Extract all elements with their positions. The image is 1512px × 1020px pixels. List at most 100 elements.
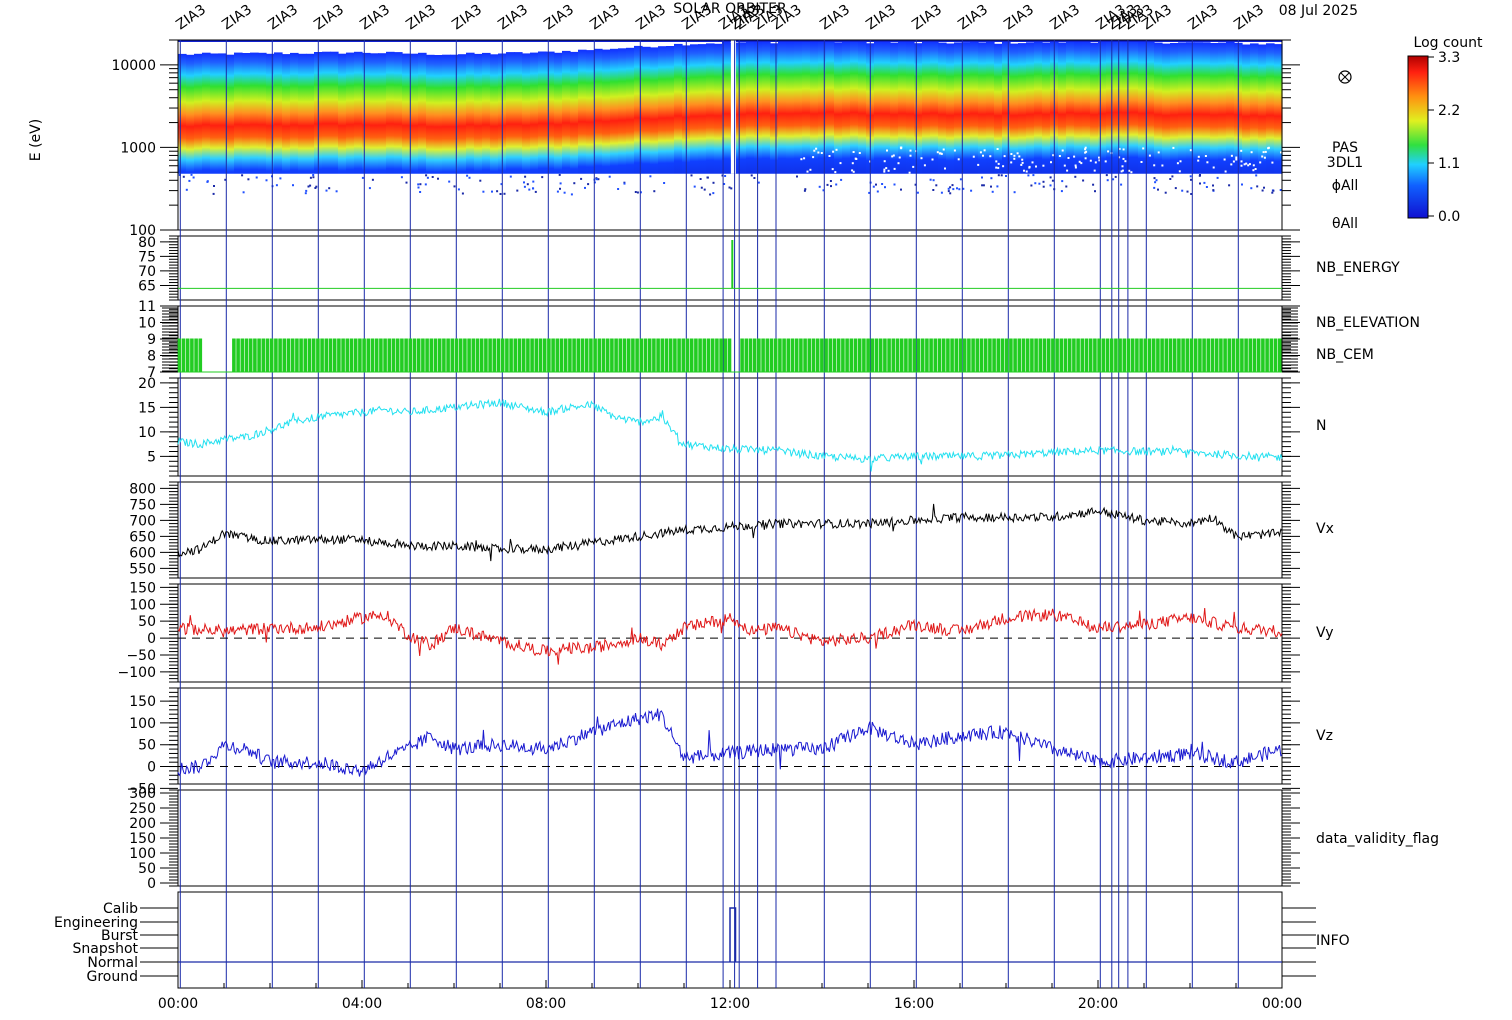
spectrogram-gap-dot: [852, 151, 855, 153]
spectrogram-gap-dot: [831, 168, 834, 171]
y-tick-label: 10: [138, 425, 156, 441]
y-tick-label: 65: [138, 278, 156, 294]
y-tick-label: 150: [129, 831, 156, 847]
spectrogram-count-dot: [830, 185, 832, 188]
spectrogram-gap-dot: [938, 152, 941, 155]
spectrogram-count-dot: [468, 176, 471, 179]
spectrogram-count-dot: [528, 188, 531, 191]
spectrogram-column: [554, 52, 563, 203]
direction-symbol-icon: [1340, 72, 1350, 82]
spectrogram-column: [226, 54, 235, 205]
spectrogram-gap-dot: [944, 167, 946, 170]
spectrogram-gap-dot: [1098, 156, 1100, 159]
spectrogram-count-dot: [693, 185, 696, 188]
spectrogram-count-dot: [417, 186, 420, 189]
spectrogram-gap-dot: [854, 157, 857, 160]
spectrogram-count-dot: [893, 183, 896, 186]
spectrogram-gap-dot: [803, 157, 806, 160]
spectrogram-column: [346, 52, 355, 203]
spectrogram-count-dot: [996, 185, 999, 188]
spectrogram-column: [258, 52, 267, 203]
spectrogram-count-dot: [587, 183, 590, 186]
spectrogram-column: [1162, 43, 1171, 194]
spectrogram-column: [242, 53, 251, 203]
spectrogram-gap-dot: [1223, 158, 1226, 161]
spectrogram-name-label: θAll: [1332, 216, 1358, 232]
spectrogram-count-dot: [990, 177, 993, 180]
spectrogram-count-dot: [940, 191, 943, 194]
spectrogram-gap-dot: [1189, 149, 1192, 152]
spectrogram-gap-dot: [1122, 148, 1125, 151]
series-label-vy: Vy: [1316, 625, 1334, 641]
spectrogram-count-dot: [491, 190, 493, 193]
spectrogram-column: [562, 50, 571, 201]
series-label-nb-cem: NB_CEM: [1316, 347, 1374, 363]
spectrogram-count-dot: [461, 192, 464, 195]
spectrogram-column: [266, 53, 275, 204]
spectrogram-count-dot: [1157, 188, 1159, 191]
spectrogram-gap-dot: [908, 171, 911, 174]
spectrogram-gap-dot: [1073, 155, 1076, 158]
spectrogram-count-dot: [991, 190, 994, 193]
spectrogram-column: [210, 53, 219, 204]
spectrogram-count-dot: [534, 190, 537, 193]
spectrogram-gap-dot: [1161, 164, 1164, 167]
spectrogram-count-dot: [1241, 183, 1243, 186]
spectrogram-column: [634, 45, 643, 196]
spectrogram-gap-dot: [957, 158, 960, 161]
spectrogram-gap-dot: [812, 156, 815, 159]
spectrogram-gap-dot: [1080, 162, 1083, 165]
spectrogram-gap-dot: [839, 162, 842, 165]
spectrogram-count-dot: [1203, 181, 1206, 184]
spectrogram-column: [602, 49, 611, 200]
spectrogram-count-dot: [728, 186, 731, 189]
spectrogram-gap-dot: [885, 167, 888, 170]
info-level-label: Engineering: [54, 915, 138, 931]
y-tick-label: 9: [147, 332, 156, 348]
y-tick-label: 75: [138, 249, 156, 265]
spectrogram-count-dot: [1263, 186, 1265, 189]
spectrogram-column: [1026, 42, 1035, 193]
spectrogram-column: [234, 52, 243, 203]
spectrogram-count-dot: [623, 182, 626, 185]
spectrogram-count-dot: [804, 188, 807, 191]
spectrogram-column: [786, 41, 795, 192]
spectrogram-count-dot: [556, 190, 559, 193]
y-tick-label: 100: [129, 846, 156, 862]
spectrogram-column: [1010, 43, 1019, 194]
spectrogram-count-dot: [309, 184, 312, 187]
y-tick-label: 0: [147, 631, 156, 647]
spectrogram-column: [762, 41, 771, 192]
spectrogram-count-dot: [932, 189, 935, 191]
spectrogram-count-dot: [307, 185, 310, 188]
spectrogram-count-dot: [690, 174, 693, 177]
spectrogram-gap-dot: [1157, 151, 1160, 154]
spectrogram-count-dot: [721, 174, 724, 177]
spectrogram-count-dot: [990, 185, 992, 188]
spectrogram-gap-dot: [1254, 168, 1257, 170]
spectrogram-mask-top: [177, 0, 1283, 40]
nb-elevation-series: [177, 338, 1282, 372]
spectrogram-count-dot: [1199, 182, 1201, 185]
spectrogram-count-dot: [580, 177, 583, 180]
spectrogram-name-label: ϕAll: [1332, 178, 1359, 194]
spectrogram-count-dot: [947, 190, 950, 193]
spectrogram-column: [626, 47, 635, 198]
spectrogram-count-dot: [1154, 181, 1157, 184]
spectrogram-column: [1258, 44, 1267, 195]
spectrogram-gap-dot: [1232, 160, 1235, 163]
spectrogram-column: [570, 51, 579, 202]
series-label-vz: Vz: [1316, 728, 1333, 744]
spectrogram-count-dot: [182, 175, 185, 178]
spectrogram-column: [1194, 42, 1203, 193]
spectrogram-gap-dot: [909, 154, 912, 157]
spectrogram-count-dot: [876, 190, 879, 193]
spectrogram-gap-dot: [1122, 157, 1125, 160]
spectrogram-count-dot: [247, 178, 250, 181]
spectrogram-count-dot: [255, 176, 258, 179]
spectrogram-gap-dot: [835, 148, 838, 151]
spectrogram-gap-dot: [897, 162, 900, 165]
spectrogram-column: [410, 53, 419, 204]
spectrogram-column: [850, 40, 859, 191]
spectrogram-column: [906, 42, 915, 192]
